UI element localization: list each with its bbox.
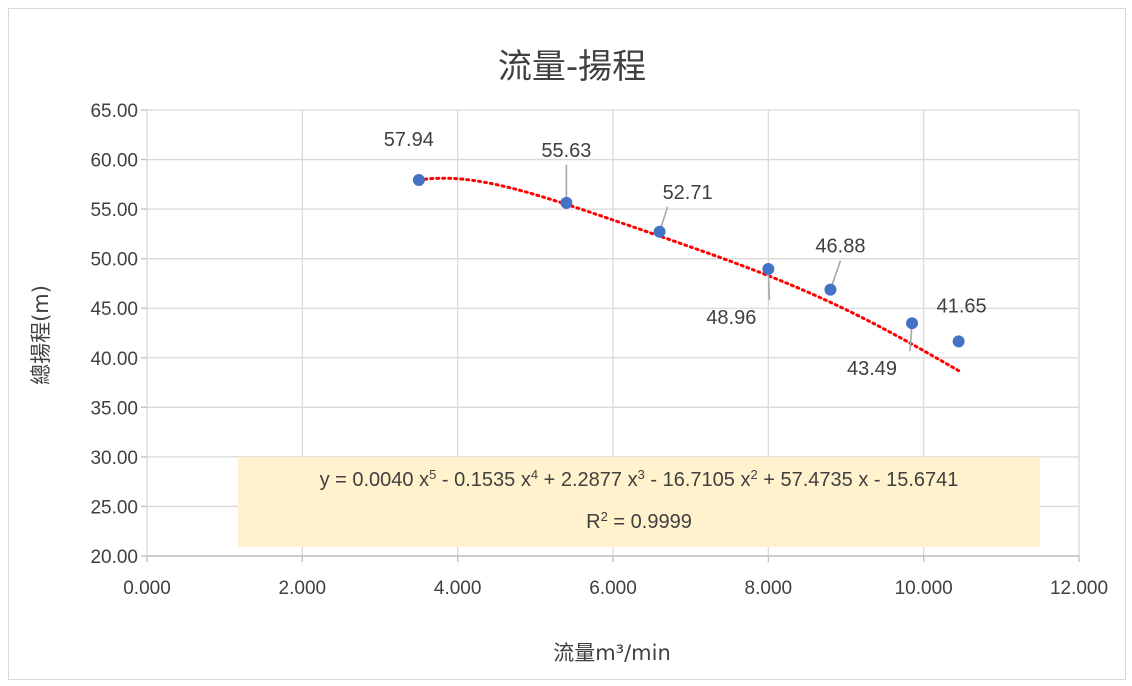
data-label: 43.49 [847, 358, 897, 380]
chart-frame [8, 8, 1126, 680]
data-points [412, 173, 965, 348]
eq-term-3: + 2.2877 x [538, 469, 638, 491]
eq-term-4: - 0.1535 x [436, 469, 531, 491]
data-point [824, 283, 837, 296]
data-label: 55.63 [541, 140, 591, 162]
eq-exp-3: 3 [637, 467, 645, 482]
y-tick-label: 55.00 [90, 200, 138, 221]
y-axis-ticks: 20.00 25.00 30.00 35.00 40.00 45.00 50.00 55.00… [90, 101, 138, 568]
eq-term-2: - 16.7105 x [644, 469, 751, 491]
x-tick-label: 6.000 [589, 578, 637, 599]
data-label: 48.96 [706, 307, 756, 329]
data-labels: 57.94 55.63 52.71 48.96 46.88 43.49 41.65 [384, 129, 987, 380]
data-point [412, 173, 425, 186]
trendline-equation-box: y = 0.0040 x5 - 0.1535 x4 + 2.2877 x3 - … [238, 457, 1040, 547]
y-tick-label: 65.00 [90, 101, 138, 122]
x-tick-label: 10.000 [895, 578, 953, 599]
x-tick-label: 2.000 [279, 578, 327, 599]
y-tick-label: 20.00 [90, 547, 138, 568]
y-tick-label: 50.00 [90, 250, 138, 271]
eq-exp-2: 2 [750, 467, 758, 482]
data-point [762, 262, 775, 275]
data-label: 46.88 [815, 236, 865, 258]
data-point [560, 196, 573, 209]
r2-value: = 0.9999 [607, 511, 692, 533]
r2-prefix: R [586, 511, 601, 533]
eq-exp-4: 4 [530, 467, 539, 482]
r2-exp: 2 [600, 509, 608, 524]
data-label: 57.94 [384, 129, 434, 151]
r-squared: R2 = 0.9999 [238, 509, 1040, 534]
data-point [906, 317, 919, 330]
y-tick-label: 40.00 [90, 349, 138, 370]
data-label: 41.65 [937, 295, 987, 317]
data-label: 52.71 [663, 182, 713, 204]
eq-term-1: + 57.4735 x - 15.6741 [757, 469, 959, 491]
eq-exp-5: 5 [429, 467, 437, 482]
chart-title: 流量-揚程 [498, 47, 646, 87]
eq-term-5: y = 0.0040 x [319, 469, 430, 491]
y-tick-label: 60.00 [90, 151, 138, 172]
x-tick-label: 0.000 [123, 578, 171, 599]
x-axis-ticks: 0.000 2.000 4.000 6.000 8.000 10.000 12.000 [123, 578, 1108, 599]
y-tick-label: 35.00 [90, 398, 138, 419]
y-tick-label: 25.00 [90, 497, 138, 518]
x-axis-title: 流量m³/min [553, 641, 671, 665]
y-tick-label: 45.00 [90, 299, 138, 320]
y-tick-label: 30.00 [90, 448, 138, 469]
trendline-path [417, 176, 961, 373]
x-tick-label: 8.000 [745, 578, 793, 599]
y-axis-title: 總揚程(m) [29, 285, 53, 385]
x-tick-label: 12.000 [1050, 578, 1108, 599]
data-point [653, 225, 666, 238]
data-point [952, 335, 965, 348]
x-tick-label: 4.000 [434, 578, 482, 599]
trendline-equation: y = 0.0040 x5 - 0.1535 x4 + 2.2877 x3 - … [238, 467, 1040, 492]
gridlines [141, 109, 1080, 562]
trendline [417, 176, 961, 373]
